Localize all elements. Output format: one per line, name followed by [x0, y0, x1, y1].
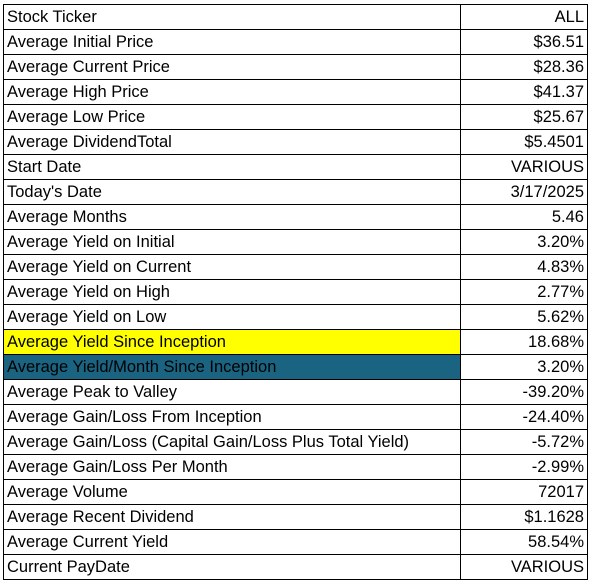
row-value-cell[interactable]: ALL — [460, 4, 588, 30]
table-body: Stock Ticker ALL Average Initial Price $36.… — [3, 4, 588, 580]
table-row: Average Gain/Loss Per Month -2.99% — [3, 454, 588, 480]
row-label-cell[interactable]: Start Date — [3, 154, 461, 180]
table-row: Start Date VARIOUS — [3, 154, 588, 180]
row-value-cell[interactable]: $1.1628 — [460, 504, 588, 530]
row-value-cell[interactable]: $28.36 — [460, 54, 588, 80]
row-value-cell[interactable]: $25.67 — [460, 104, 588, 130]
row-value-cell[interactable]: $41.37 — [460, 79, 588, 105]
row-label-cell[interactable]: Today's Date — [3, 179, 461, 205]
table-row: Average Yield on High 2.77% — [3, 279, 588, 305]
table-row: Average Low Price $25.67 — [3, 104, 588, 130]
row-label-cell[interactable]: Average Yield on Current — [3, 254, 461, 280]
row-label-cell[interactable]: Average Volume — [3, 479, 461, 505]
row-label-cell[interactable]: Average Peak to Valley — [3, 379, 461, 405]
row-label-cell[interactable]: Current PayDate — [3, 554, 461, 580]
row-label-cell[interactable]: Average Yield on Low — [3, 304, 461, 330]
row-value-cell[interactable]: -2.99% — [460, 454, 588, 480]
row-label-cell[interactable]: Average Gain/Loss (Capital Gain/Loss Plu… — [3, 429, 461, 455]
row-value-cell[interactable]: VARIOUS — [460, 554, 588, 580]
row-value-cell[interactable]: 2.77% — [460, 279, 588, 305]
table-row: Average Yield/Month Since Inception 3.20% — [3, 354, 588, 380]
row-value-cell[interactable]: 3.20% — [460, 354, 588, 380]
row-label-cell[interactable]: Average Initial Price — [3, 29, 461, 55]
row-value-cell[interactable]: 58.54% — [460, 529, 588, 555]
table-row: Average Current Price $28.36 — [3, 54, 588, 80]
row-value-cell[interactable]: 72017 — [460, 479, 588, 505]
table-row: Average Gain/Loss From Inception -24.40% — [3, 404, 588, 430]
table-row: Average Recent Dividend $1.1628 — [3, 504, 588, 530]
table-row: Average Volume 72017 — [3, 479, 588, 505]
row-label-cell[interactable]: Average Yield Since Inception — [3, 329, 461, 355]
row-label-cell[interactable]: Average Current Price — [3, 54, 461, 80]
row-value-cell[interactable]: $5.4501 — [460, 129, 588, 155]
table-row: Average Peak to Valley -39.20% — [3, 379, 588, 405]
table-row: Stock Ticker ALL — [3, 4, 588, 30]
row-value-cell[interactable]: 5.46 — [460, 204, 588, 230]
row-value-cell[interactable]: -39.20% — [460, 379, 588, 405]
stock-summary-table: Stock Ticker ALL Average Initial Price $36.… — [3, 4, 588, 580]
row-label-cell[interactable]: Average Gain/Loss From Inception — [3, 404, 461, 430]
row-label-cell[interactable]: Average DividendTotal — [3, 129, 461, 155]
row-label-cell[interactable]: Average Yield/Month Since Inception — [3, 354, 461, 380]
row-value-cell[interactable]: VARIOUS — [460, 154, 588, 180]
row-value-cell[interactable]: -5.72% — [460, 429, 588, 455]
row-value-cell[interactable]: -24.40% — [460, 404, 588, 430]
row-label-cell[interactable]: Average Recent Dividend — [3, 504, 461, 530]
table-row: Average Gain/Loss (Capital Gain/Loss Plu… — [3, 429, 588, 455]
row-value-cell[interactable]: $36.51 — [460, 29, 588, 55]
table-row: Average Months 5.46 — [3, 204, 588, 230]
table-row: Current PayDate VARIOUS — [3, 554, 588, 580]
row-label-cell[interactable]: Stock Ticker — [3, 4, 461, 30]
row-value-cell[interactable]: 18.68% — [460, 329, 588, 355]
row-label-cell[interactable]: Average Yield on Initial — [3, 229, 461, 255]
table-row: Today's Date 3/17/2025 — [3, 179, 588, 205]
table-row: Average Yield Since Inception 18.68% — [3, 329, 588, 355]
row-value-cell[interactable]: 3.20% — [460, 229, 588, 255]
row-label-cell[interactable]: Average Low Price — [3, 104, 461, 130]
row-label-cell[interactable]: Average Months — [3, 204, 461, 230]
row-label-cell[interactable]: Average Yield on High — [3, 279, 461, 305]
table-row: Average Yield on Initial 3.20% — [3, 229, 588, 255]
table-row: Average Initial Price $36.51 — [3, 29, 588, 55]
table-row: Average Yield on Current 4.83% — [3, 254, 588, 280]
table-row: Average DividendTotal $5.4501 — [3, 129, 588, 155]
row-value-cell[interactable]: 5.62% — [460, 304, 588, 330]
row-label-cell[interactable]: Average High Price — [3, 79, 461, 105]
row-label-cell[interactable]: Average Gain/Loss Per Month — [3, 454, 461, 480]
table-row: Average Current Yield 58.54% — [3, 529, 588, 555]
table-row: Average Yield on Low 5.62% — [3, 304, 588, 330]
row-value-cell[interactable]: 3/17/2025 — [460, 179, 588, 205]
row-value-cell[interactable]: 4.83% — [460, 254, 588, 280]
table-row: Average High Price $41.37 — [3, 79, 588, 105]
row-label-cell[interactable]: Average Current Yield — [3, 529, 461, 555]
